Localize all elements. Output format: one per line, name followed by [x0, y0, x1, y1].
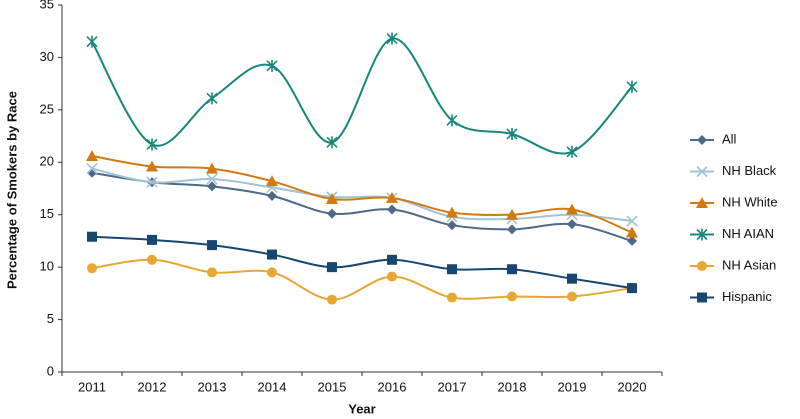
y-tick-label: 0 — [47, 363, 54, 378]
marker — [206, 92, 218, 105]
marker — [86, 35, 98, 48]
y-tick-label: 30 — [40, 49, 54, 64]
x-tick-label: 2013 — [198, 379, 227, 394]
marker — [386, 32, 398, 45]
y-tick-label: 10 — [40, 259, 54, 274]
marker — [326, 192, 338, 204]
marker — [697, 135, 707, 145]
marker — [447, 292, 457, 303]
marker — [446, 114, 458, 127]
marker — [696, 228, 708, 241]
marker — [567, 219, 577, 230]
marker — [446, 206, 458, 218]
marker — [697, 292, 707, 303]
marker — [626, 215, 638, 227]
marker — [566, 203, 578, 215]
y-tick-label: 20 — [40, 154, 54, 169]
marker — [507, 291, 517, 302]
legend-label: NH AIAN — [722, 226, 774, 241]
x-tick-label: 2016 — [378, 379, 407, 394]
marker — [147, 234, 157, 245]
marker — [387, 271, 397, 282]
marker — [567, 273, 577, 284]
x-tick-label: 2019 — [558, 379, 587, 394]
legend-label: NH Black — [722, 163, 777, 178]
marker — [387, 204, 397, 215]
series-line — [91, 155, 633, 234]
marker — [207, 240, 217, 251]
marker — [206, 162, 218, 174]
marker — [507, 264, 517, 275]
marker — [147, 254, 157, 265]
marker — [447, 220, 457, 231]
marker — [207, 267, 217, 278]
marker — [386, 191, 398, 203]
marker — [266, 59, 278, 72]
marker — [206, 173, 218, 185]
y-tick-label: 15 — [40, 206, 54, 221]
marker — [207, 181, 217, 192]
marker — [87, 263, 97, 274]
marker — [696, 197, 708, 208]
x-tick-label: 2015 — [318, 379, 347, 394]
legend-label: NH White — [722, 194, 778, 209]
series-line — [91, 235, 633, 290]
marker — [87, 231, 97, 242]
y-tick-label: 5 — [47, 311, 54, 326]
marker — [627, 235, 637, 246]
x-tick-label: 2017 — [438, 379, 467, 394]
legend-label: NH Asian — [722, 257, 776, 272]
marker — [506, 127, 518, 140]
y-tick-label: 35 — [40, 0, 54, 11]
series-line — [91, 167, 633, 223]
series-line — [91, 258, 633, 301]
x-tick-label: 2014 — [258, 379, 287, 394]
marker — [626, 80, 638, 93]
marker — [327, 262, 337, 273]
marker — [447, 264, 457, 275]
marker — [267, 249, 277, 260]
x-axis-title: Year — [348, 401, 375, 416]
x-tick-label: 2020 — [618, 379, 647, 394]
x-tick-label: 2011 — [78, 379, 106, 394]
legend-label: Hispanic — [722, 289, 772, 304]
series-line — [91, 171, 633, 242]
marker — [86, 163, 98, 175]
marker — [387, 254, 397, 265]
marker — [267, 267, 277, 278]
marker — [506, 208, 518, 220]
legend-label: All — [722, 131, 737, 146]
marker — [326, 136, 338, 149]
x-tick-label: 2012 — [138, 379, 167, 394]
marker — [146, 138, 158, 151]
series-line — [91, 37, 633, 155]
marker — [566, 145, 578, 158]
marker — [146, 160, 158, 172]
marker — [627, 283, 637, 294]
marker — [696, 165, 708, 178]
marker — [626, 226, 638, 238]
marker — [327, 294, 337, 305]
marker — [327, 208, 337, 219]
marker — [697, 261, 707, 271]
y-axis-title: Percentage of Smokers by Race — [4, 91, 19, 289]
marker — [86, 149, 98, 161]
marker — [146, 176, 158, 188]
marker — [567, 291, 577, 302]
marker — [267, 190, 277, 201]
x-tick-label: 2018 — [498, 379, 527, 394]
y-tick-label: 25 — [40, 101, 54, 116]
marker — [507, 224, 517, 235]
marker — [266, 175, 278, 187]
